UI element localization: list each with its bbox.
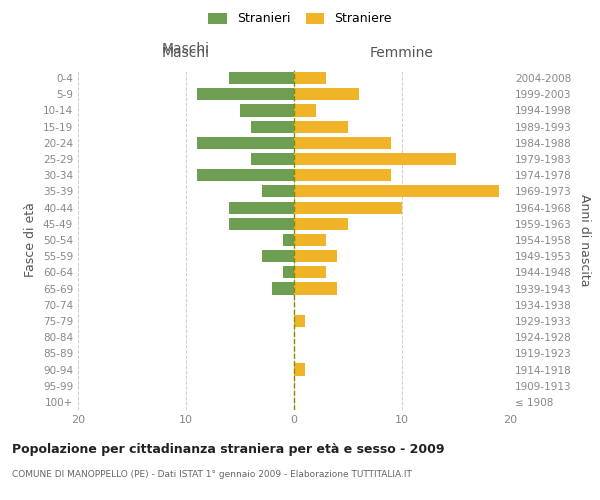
Bar <box>272 282 294 294</box>
Bar <box>294 153 456 165</box>
Bar <box>283 234 294 246</box>
Bar <box>197 88 294 101</box>
Bar <box>294 266 326 278</box>
Bar <box>197 169 294 181</box>
Bar <box>294 120 348 132</box>
Bar <box>262 250 294 262</box>
Bar <box>294 202 402 213</box>
Bar <box>294 186 499 198</box>
Bar <box>262 186 294 198</box>
Bar <box>294 234 326 246</box>
Text: Maschi: Maschi <box>162 46 210 60</box>
Legend: Stranieri, Straniere: Stranieri, Straniere <box>205 8 395 29</box>
Bar <box>294 72 326 84</box>
Text: Maschi: Maschi <box>162 42 210 56</box>
Bar <box>197 137 294 149</box>
Y-axis label: Fasce di età: Fasce di età <box>25 202 37 278</box>
Bar <box>294 169 391 181</box>
Bar <box>251 153 294 165</box>
Y-axis label: Anni di nascita: Anni di nascita <box>578 194 591 286</box>
Bar <box>294 315 305 327</box>
Bar <box>294 282 337 294</box>
Bar <box>283 266 294 278</box>
Text: COMUNE DI MANOPPELLO (PE) - Dati ISTAT 1° gennaio 2009 - Elaborazione TUTTITALIA: COMUNE DI MANOPPELLO (PE) - Dati ISTAT 1… <box>12 470 412 479</box>
Text: Femmine: Femmine <box>370 46 434 60</box>
Bar <box>294 364 305 376</box>
Bar <box>251 120 294 132</box>
Bar <box>229 72 294 84</box>
Bar <box>294 250 337 262</box>
Bar <box>294 137 391 149</box>
Bar <box>229 202 294 213</box>
Text: Popolazione per cittadinanza straniera per età e sesso - 2009: Popolazione per cittadinanza straniera p… <box>12 442 445 456</box>
Bar <box>294 88 359 101</box>
Bar <box>294 218 348 230</box>
Bar <box>294 104 316 117</box>
Bar <box>240 104 294 117</box>
Bar <box>229 218 294 230</box>
